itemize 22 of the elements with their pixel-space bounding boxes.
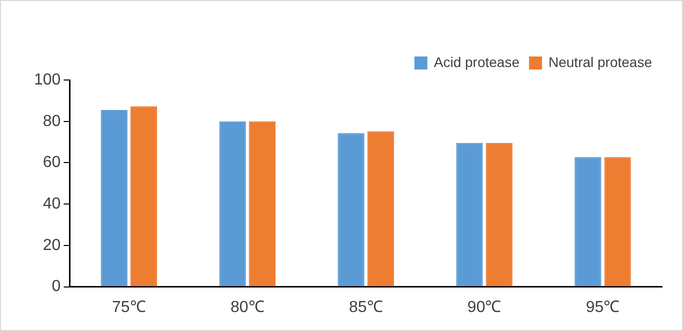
bar [248,121,276,286]
bar [604,157,631,286]
x-tick-label: 75℃ [112,298,146,316]
y-tick-label: 40 [42,195,61,212]
y-tick-label: 20 [42,236,61,254]
bar [338,133,364,286]
y-tick-label: 60 [42,154,61,172]
x-tick-label: 80℃ [230,298,264,316]
x-tick-label: 95℃ [586,298,620,316]
bar [456,142,483,286]
bar [574,157,602,286]
bar [367,131,394,286]
x-tick-label: 85℃ [348,298,383,316]
y-tick-label: 0 [52,278,61,296]
bar [100,110,128,286]
legend-label: Neutral protease [548,54,652,70]
bar [130,106,158,286]
legend-label: Acid protease [434,54,520,70]
bar [219,121,246,286]
y-tick-label: 80 [42,112,61,130]
y-tick-label: 100 [34,71,61,88]
x-tick-label: 90℃ [467,298,502,316]
